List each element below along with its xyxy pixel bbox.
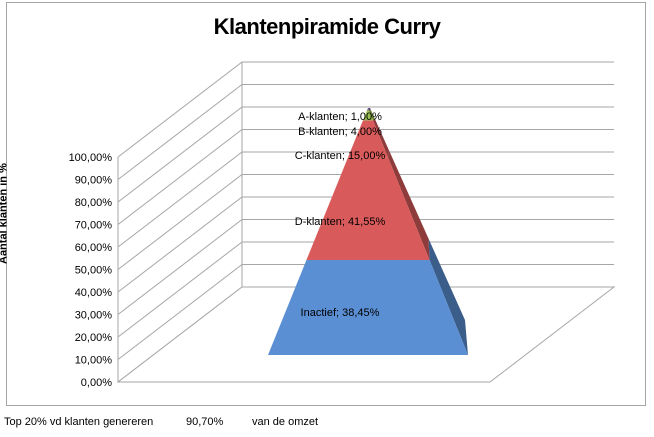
segment-label: B-klanten; 4,00% (298, 126, 382, 138)
segment-labels: Inactief; 38,45% D-klanten; 41,55% C-klant… (295, 111, 386, 319)
pyramid-segment (363, 110, 373, 121)
pyramid-segment-side (368, 108, 371, 111)
y-tick-label: 0,00% (81, 377, 112, 389)
pyramid-segment-side (388, 150, 430, 261)
y-tick-label: 20,00% (75, 332, 113, 344)
footer-value: 90,70% (186, 416, 224, 428)
pyramid-segment-side (373, 118, 389, 158)
pyramid-segment (306, 157, 430, 261)
pyramid-segment (348, 120, 388, 158)
footer-suffix: van de omzet (252, 416, 319, 428)
pyramid-segment (367, 108, 369, 111)
y-tick-label: 70,00% (75, 220, 113, 232)
pyramid-segment (268, 260, 468, 355)
y-tick-label: 80,00% (75, 197, 113, 209)
pyramid-segments (268, 108, 468, 355)
footer-text: Top 20% vd klanten genereren (4, 416, 154, 428)
pyramid-segment-side (369, 110, 375, 121)
y-tick-label: 60,00% (75, 242, 113, 254)
pyramid-segment-side (428, 238, 468, 355)
y-tick-label: 10,00% (75, 355, 113, 367)
segment-label: C-klanten; 15,00% (295, 150, 386, 162)
y-tick-label: 100,00% (69, 152, 113, 164)
y-tick-labels: 0,00% 10,00% 20,00% 30,00% 40,00% 50,00% 60,00… (69, 152, 113, 389)
y-axis-label: Aantal klanten in % (0, 163, 10, 264)
y-tick-label: 90,00% (75, 175, 113, 187)
y-tick-label: 50,00% (75, 265, 113, 277)
chart-title: Klantenpiramide Curry (213, 14, 441, 39)
segment-label: A-klanten; 1,00% (298, 111, 382, 123)
segment-label: Inactief; 38,45% (301, 307, 380, 319)
segment-label: D-klanten; 41,55% (295, 216, 386, 228)
y-tick-label: 40,00% (75, 287, 113, 299)
y-tick-label: 30,00% (75, 310, 113, 322)
